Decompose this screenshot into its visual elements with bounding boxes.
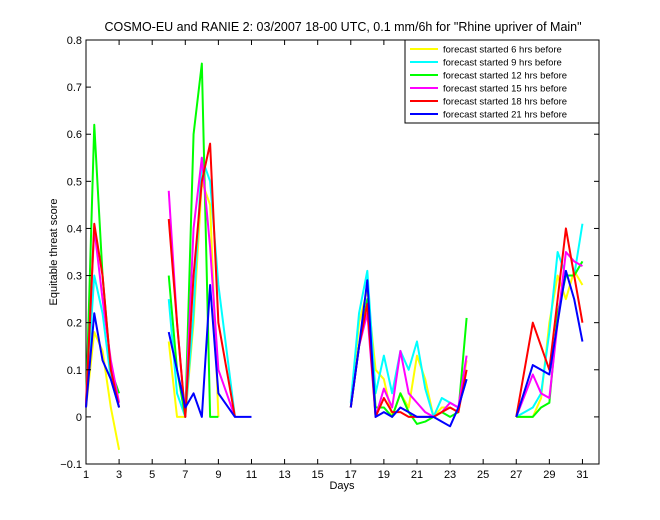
series-line-5-segment-2 (167, 142, 236, 418)
x-tick-label: 9 (215, 469, 221, 481)
y-tick-label: 0.8 (67, 35, 82, 47)
legend-entry-1: forecast started 6 hrs before (443, 45, 562, 56)
series-line-6-segment-4 (515, 269, 584, 418)
y-tick-label: 0.2 (67, 318, 82, 330)
x-tick-label: 31 (576, 469, 588, 481)
series-line-5-segment-1 (85, 222, 121, 408)
y-axis-label: Equitable threat score (48, 198, 60, 305)
y-tick-label: −0.1 (60, 459, 82, 471)
legend-entry-2: forecast started 9 hrs before (443, 58, 562, 69)
legend-box (404, 39, 600, 124)
y-tick-label: 0.3 (67, 271, 82, 283)
x-tick-label: 27 (510, 469, 522, 481)
x-tick-label: 15 (312, 469, 324, 481)
y-tick-label: 0.7 (67, 82, 82, 94)
x-tick-label: 7 (182, 469, 188, 481)
x-tick-label: 1 (83, 469, 89, 481)
series-line-6-segment-1 (85, 312, 121, 408)
chart-title: COSMO-EU and RANIE 2: 03/2007 18-00 UTC,… (104, 20, 581, 34)
series-line-5-segment-4 (515, 227, 584, 418)
x-tick-label: 11 (246, 469, 257, 481)
y-tick-label: 0.1 (67, 365, 82, 377)
series-layer (85, 62, 584, 451)
x-tick-label: 17 (345, 469, 357, 481)
x-tick-label: 25 (477, 469, 489, 481)
x-tick-label: 3 (116, 469, 122, 481)
x-tick-label: 21 (411, 469, 423, 481)
y-tick-label: 0.4 (67, 223, 82, 235)
x-tick-label: 29 (543, 469, 555, 481)
x-tick-label: 23 (444, 469, 456, 481)
legend-entry-4: forecast started 15 hrs before (443, 84, 567, 95)
series-line-6-segment-2 (167, 283, 252, 418)
series-line-6-segment-3 (349, 279, 468, 428)
y-tick-label: 0.5 (67, 176, 82, 188)
x-tick-label: 5 (149, 469, 155, 481)
tick-layer: 1 3 5 7 9 11 13 15 17 19 21 23 25 27 29 31−0.100.10.20.… (60, 35, 599, 481)
series-line-4-segment-4 (515, 251, 583, 418)
x-tick-label: 19 (378, 469, 390, 481)
x-axis-label: Days (329, 480, 355, 492)
legend: forecast started 6 hrs before forecast st… (404, 39, 600, 124)
x-tick-label: 13 (278, 469, 290, 481)
series-line-1-segment-1 (85, 331, 121, 451)
legend-entry-5: forecast started 18 hrs before (443, 97, 567, 108)
legend-entry-3: forecast started 12 hrs before (443, 71, 567, 82)
legend-entry-6: forecast started 21 hrs before (443, 110, 567, 121)
y-tick-label: 0 (76, 412, 82, 424)
y-tick-label: 0.6 (67, 129, 82, 141)
